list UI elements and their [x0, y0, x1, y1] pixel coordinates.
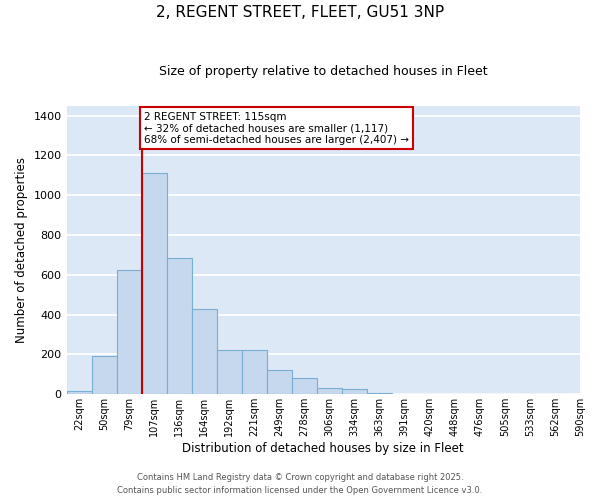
- Bar: [192, 308, 217, 394]
- Title: Size of property relative to detached houses in Fleet: Size of property relative to detached ho…: [159, 65, 488, 78]
- Text: Contains HM Land Registry data © Crown copyright and database right 2025.
Contai: Contains HM Land Registry data © Crown c…: [118, 474, 482, 495]
- Bar: [142, 174, 167, 394]
- Bar: [267, 370, 292, 394]
- Text: 2, REGENT STREET, FLEET, GU51 3NP: 2, REGENT STREET, FLEET, GU51 3NP: [156, 5, 444, 20]
- Bar: [92, 356, 116, 395]
- Bar: [242, 350, 267, 395]
- Bar: [317, 388, 342, 394]
- Bar: [217, 350, 242, 395]
- Bar: [116, 270, 142, 394]
- Text: 2 REGENT STREET: 115sqm
← 32% of detached houses are smaller (1,117)
68% of semi: 2 REGENT STREET: 115sqm ← 32% of detache…: [144, 112, 409, 144]
- Bar: [167, 258, 192, 394]
- Bar: [67, 392, 92, 394]
- Bar: [342, 390, 367, 394]
- Bar: [292, 378, 317, 394]
- X-axis label: Distribution of detached houses by size in Fleet: Distribution of detached houses by size …: [182, 442, 464, 455]
- Y-axis label: Number of detached properties: Number of detached properties: [15, 157, 28, 343]
